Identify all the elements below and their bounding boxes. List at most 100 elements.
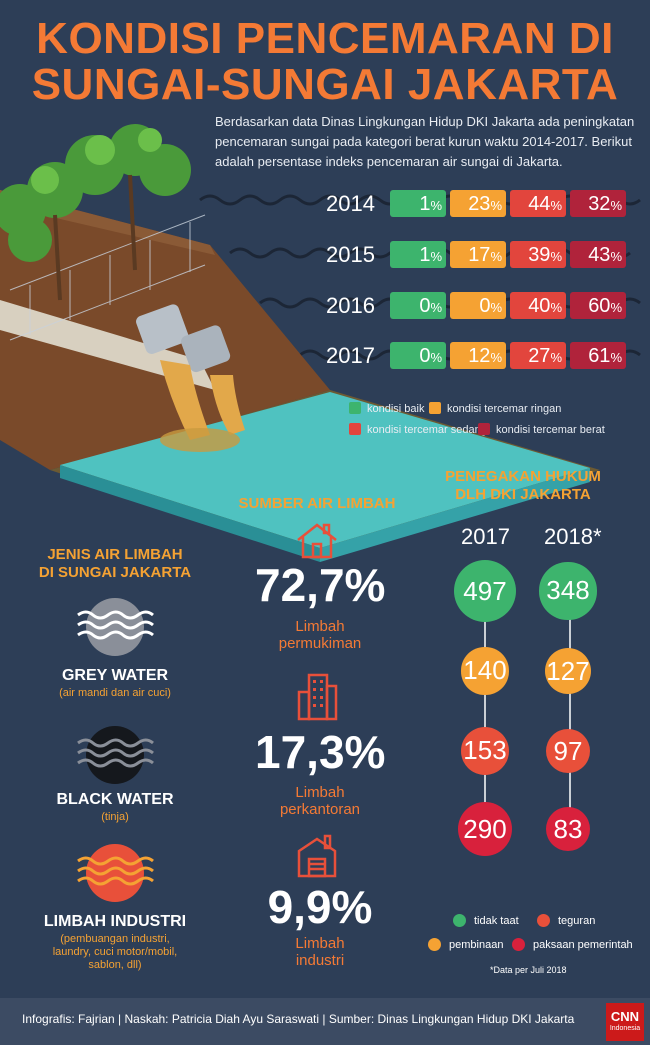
black-water-sub: (tinja) xyxy=(101,811,129,823)
legend-label: kondisi tercemar ringan xyxy=(447,403,562,415)
pill-ringan-2016: 0% xyxy=(450,292,506,319)
pill-value: 61 xyxy=(588,345,611,367)
pill-berat-2016: 60% xyxy=(570,292,626,319)
pill-percent-sign: % xyxy=(550,198,562,213)
pill-baik-2014: 1% xyxy=(390,190,446,217)
grey-water-label: GREY WATER xyxy=(61,667,169,684)
pill-sedang-2017: 27% xyxy=(510,342,566,369)
pill-percent-sign: % xyxy=(490,249,502,264)
hukum-circle-2018-3: 83 xyxy=(546,807,590,851)
jenis-heading-line1: JENIS AIR LIMBAH xyxy=(47,546,183,563)
hukum-heading-line2: DLH DKI JAKARTA xyxy=(455,486,591,503)
year-label-2017: 2017 xyxy=(326,343,375,368)
pill-percent-sign: % xyxy=(610,249,622,264)
hukum-circle-2018-0: 348 xyxy=(539,562,597,620)
pill-sedang-2015: 39% xyxy=(510,241,566,268)
sumber-value-perkantoran: 17,3% xyxy=(255,726,386,778)
pill-baik-2017: 0% xyxy=(390,342,446,369)
legend-label: pembinaan xyxy=(449,939,504,951)
pill-value: 1 xyxy=(419,193,431,215)
industrial-waste-sub1: (pembuangan industri, xyxy=(60,933,170,945)
footer-credits: Infografis: Fajrian | Naskah: Patricia D… xyxy=(22,1012,575,1026)
year-label-2016: 2016 xyxy=(326,293,375,318)
sumber-value-industri: 9,9% xyxy=(267,881,373,933)
pill-percent-sign: % xyxy=(430,249,442,264)
legend-label: kondisi tercemar sedang xyxy=(367,424,487,436)
hukum-circle-2017-0: 497 xyxy=(454,560,516,622)
pill-percent-sign: % xyxy=(550,350,562,365)
pill-value: 17 xyxy=(468,244,491,266)
pill-value: 44 xyxy=(528,193,551,215)
title-line-1: KONDISI PENCEMARAN DI xyxy=(36,14,614,63)
pill-percent-sign: % xyxy=(550,249,562,264)
legend-dot-green xyxy=(453,914,466,927)
legend-label: paksaan pemerintah xyxy=(533,939,633,951)
legend-label: teguran xyxy=(558,915,596,927)
legend-label: kondisi baik xyxy=(367,403,425,415)
legend-swatch-berat xyxy=(478,423,490,435)
sumber-heading: SUMBER AIR LIMBAH xyxy=(238,495,396,512)
sumber-label1-perkantoran: Limbah xyxy=(295,784,345,801)
pill-percent-sign: % xyxy=(430,350,442,365)
pill-ringan-2017: 12% xyxy=(450,342,506,369)
pill-value: 0 xyxy=(419,345,431,367)
pill-value: 23 xyxy=(468,193,491,215)
pill-sedang-2016: 40% xyxy=(510,292,566,319)
footer: Infografis: Fajrian | Naskah: Patricia D… xyxy=(0,998,650,1045)
hukum-note: *Data per Juli 2018 xyxy=(490,965,567,975)
sumber-label2-perkantoran: perkantoran xyxy=(279,801,361,818)
pill-value: 1 xyxy=(419,244,431,266)
pill-value: 43 xyxy=(588,244,611,266)
hukum-year-2017: 2017 xyxy=(461,524,510,549)
pill-value: 39 xyxy=(528,244,551,266)
industrial-waste-icon xyxy=(77,844,154,902)
pill-berat-2017: 61% xyxy=(570,342,626,369)
pill-value: 32 xyxy=(588,193,611,215)
legend-dot-orange xyxy=(537,914,550,927)
legend-label: kondisi tercemar berat xyxy=(496,424,605,436)
pill-value: 60 xyxy=(588,295,611,317)
pill-percent-sign: % xyxy=(550,300,562,315)
pill-baik-2016: 0% xyxy=(390,292,446,319)
year-label-2014: 2014 xyxy=(326,191,375,216)
pill-ringan-2014: 23% xyxy=(450,190,506,217)
black-water-icon xyxy=(77,726,154,784)
pill-percent-sign: % xyxy=(610,350,622,365)
pill-value: 27 xyxy=(528,345,551,367)
black-water-label: BLACK WATER xyxy=(56,791,174,808)
office-building-icon xyxy=(297,673,338,721)
grey-water-sub: (air mandi dan air cuci) xyxy=(59,687,171,699)
hukum-legend-tidak-taat: tidak taat xyxy=(453,914,519,927)
brand-sub: Indonesia xyxy=(609,1025,641,1032)
sumber-value-permukiman: 72,7% xyxy=(255,559,386,611)
grey-water-icon xyxy=(77,598,154,656)
sumber-label1-industri: Limbah xyxy=(295,935,345,952)
legend-baik: kondisi baik xyxy=(349,402,424,416)
pill-value: 12 xyxy=(468,345,491,367)
hukum-circle-2017-2: 153 xyxy=(461,727,509,775)
pill-percent-sign: % xyxy=(610,198,622,213)
industrial-waste-sub3: sablon, dll) xyxy=(88,959,142,971)
legend-label: tidak taat xyxy=(474,915,519,927)
jenis-heading-line2: DI SUNGAI JAKARTA xyxy=(38,564,192,581)
hukum-heading: PENEGAKAN HUKUM DLH DKI JAKARTA xyxy=(418,468,628,504)
pill-percent-sign: % xyxy=(430,300,442,315)
pill-percent-sign: % xyxy=(610,300,622,315)
legend-ringan: kondisi tercemar ringan xyxy=(429,402,561,416)
house-icon xyxy=(297,523,337,559)
pill-berat-2014: 32% xyxy=(570,190,626,217)
hukum-legend-pembinaan: pembinaan xyxy=(428,938,503,951)
pill-percent-sign: % xyxy=(430,198,442,213)
jenis-heading: JENIS AIR LIMBAH DI SUNGAI JAKARTA xyxy=(20,546,210,582)
pill-baik-2015: 1% xyxy=(390,241,446,268)
intro-text: Berdasarkan data Dinas Lingkungan Hidup … xyxy=(215,114,635,169)
pill-percent-sign: % xyxy=(490,300,502,315)
hukum-legend-paksaan: paksaan pemerintah xyxy=(512,938,633,951)
pill-value: 40 xyxy=(528,295,551,317)
pill-sedang-2014: 44% xyxy=(510,190,566,217)
legend-dot-yellow xyxy=(428,938,441,951)
hukum-heading-line1: PENEGAKAN HUKUM xyxy=(445,468,601,485)
legend-dot-red xyxy=(512,938,525,951)
hukum-year-2018: 2018* xyxy=(544,524,602,549)
legend-berat: kondisi tercemar berat xyxy=(478,423,605,437)
